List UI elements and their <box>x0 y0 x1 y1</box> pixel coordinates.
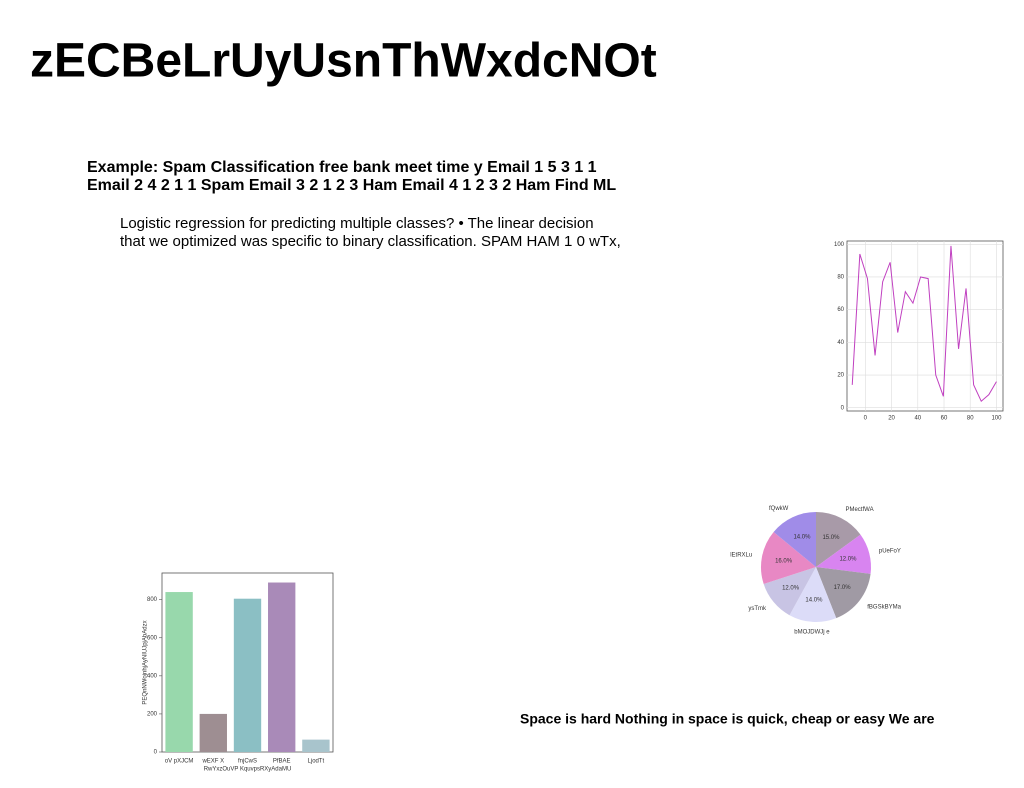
bar <box>165 592 193 752</box>
y-tick-label: 800 <box>147 597 158 603</box>
data-line <box>851 245 997 403</box>
slice-value-label: 12.0% <box>782 586 800 592</box>
slice-label: fQwkW <box>769 506 789 512</box>
y-tick-label: 400 <box>147 673 158 679</box>
x-tick-label: 80 <box>967 416 974 422</box>
y-tick-label: 0 <box>841 405 845 411</box>
x-tick-label: 0 <box>864 416 868 422</box>
slice-label: lEtRXLu <box>730 552 752 558</box>
heading-line: Example: Spam Classification free bank m… <box>87 159 597 176</box>
y-tick-label: 20 <box>837 373 844 379</box>
x-tick-label: oV pXJCM <box>165 759 194 765</box>
pie-slice <box>816 512 861 567</box>
pie-slice <box>789 567 837 622</box>
y-tick-label: 80 <box>837 275 844 281</box>
slice-value-label: 15.0% <box>822 535 840 541</box>
paragraph-line: Logistic regression for predicting multi… <box>120 215 594 232</box>
y-tick-label: 60 <box>837 307 844 313</box>
pie-slice <box>816 534 871 574</box>
bar <box>199 713 227 752</box>
pie-slice <box>763 567 816 616</box>
slice-value-label: 14.0% <box>793 535 811 541</box>
slide-title: zECBeLrUyUsnThWxdcNOt <box>30 35 657 88</box>
y-axis-label: PEQnNWojnhjAyNIUJpjAbAdzx <box>143 620 149 704</box>
x-axis-label: RwYxzOuVP KquvpsRXyAdaMU <box>204 767 292 773</box>
slice-value-label: 14.0% <box>805 598 823 604</box>
slice-label: PMectfWA <box>845 507 873 513</box>
y-tick-label: 200 <box>147 711 158 717</box>
slice-label: pUeFoY <box>879 548 901 554</box>
slice-value-label: 16.0% <box>775 558 793 564</box>
plot-frame <box>846 240 1004 412</box>
paragraph-line: that we optimized was specific to binary… <box>120 233 621 250</box>
x-tick-label: LjodTt <box>308 759 325 765</box>
x-tick-label: wEXF X <box>201 759 224 765</box>
slice-label: fBGSkBYMa <box>867 604 901 610</box>
pie-slice <box>773 512 816 567</box>
bar <box>268 582 296 752</box>
x-tick-label: 40 <box>914 416 921 422</box>
x-tick-label: 100 <box>991 416 1002 422</box>
bar <box>233 598 262 752</box>
pie-slice <box>761 531 816 584</box>
heading-line: Email 2 4 2 1 1 Spam Email 3 2 1 2 3 Ham… <box>87 177 616 194</box>
slice-label: bMOJDWJj e <box>794 629 830 635</box>
y-tick-label: 0 <box>154 750 158 756</box>
y-tick-label: 600 <box>147 635 158 641</box>
slice-value-label: 17.0% <box>834 585 852 591</box>
x-tick-label: 60 <box>941 416 948 422</box>
y-tick-label: 100 <box>834 242 845 248</box>
x-tick-label: PfBAE <box>273 759 291 765</box>
slice-value-label: 12.0% <box>839 556 857 562</box>
x-tick-label: fnjCwS <box>238 759 257 765</box>
y-tick-label: 40 <box>837 340 844 346</box>
slice-label: ysTmk <box>748 606 767 612</box>
x-tick-label: 20 <box>888 416 895 422</box>
pie-slice <box>816 567 871 619</box>
footer-text: Space is hard Nothing in space is quick,… <box>520 711 935 727</box>
bar <box>302 739 330 752</box>
